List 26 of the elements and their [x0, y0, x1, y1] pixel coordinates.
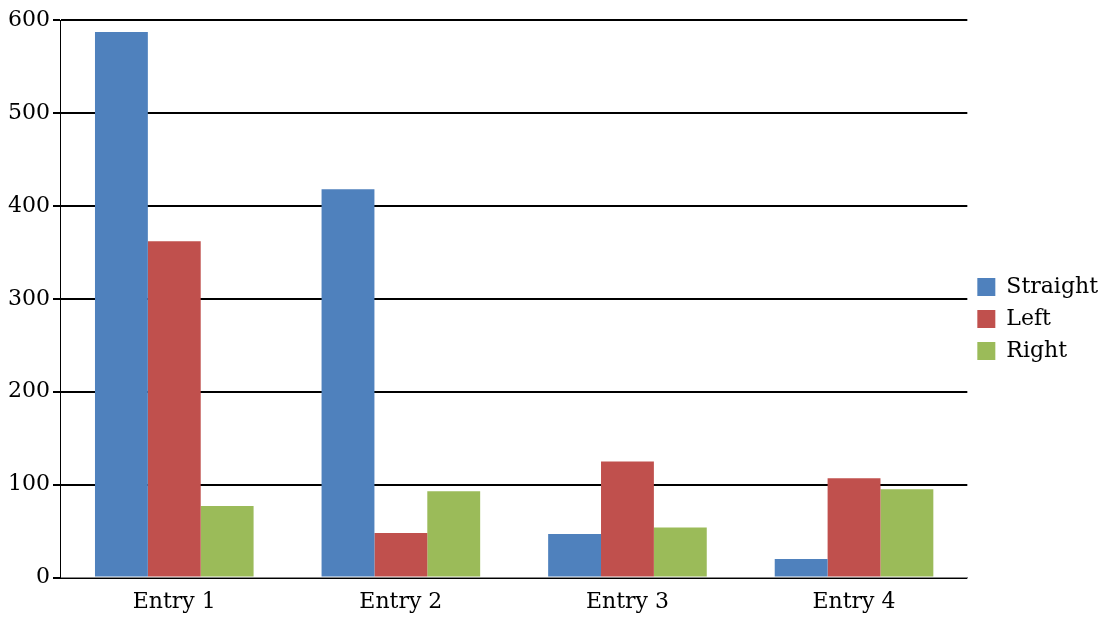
legend-label: Left: [1006, 304, 1052, 330]
x-tick-label: Entry 4: [812, 587, 896, 613]
x-tick-label: Entry 1: [132, 587, 216, 613]
bar: [601, 461, 654, 577]
y-tick-label: 400: [7, 191, 50, 217]
bar: [880, 489, 934, 577]
y-tick-label: 100: [7, 470, 50, 496]
x-tick-label: Entry 3: [585, 587, 669, 613]
bar: [374, 532, 428, 577]
x-tick-label: Entry 2: [359, 587, 443, 613]
bar: [653, 527, 707, 577]
bar: [774, 559, 828, 577]
bar: [94, 32, 148, 577]
y-tick-label: 500: [7, 98, 50, 124]
y-tick-label: 200: [7, 377, 50, 403]
bar: [147, 241, 201, 577]
bar: [548, 533, 602, 577]
y-tick-label: 300: [7, 284, 50, 310]
bar: [427, 491, 481, 577]
legend-label: Straight: [1006, 272, 1099, 298]
bar: [827, 478, 881, 577]
bar: [321, 189, 375, 577]
y-tick-label: 0: [35, 563, 50, 589]
y-tick-label: 600: [7, 5, 50, 31]
legend-label: Right: [1006, 336, 1068, 362]
bar: [200, 506, 254, 577]
